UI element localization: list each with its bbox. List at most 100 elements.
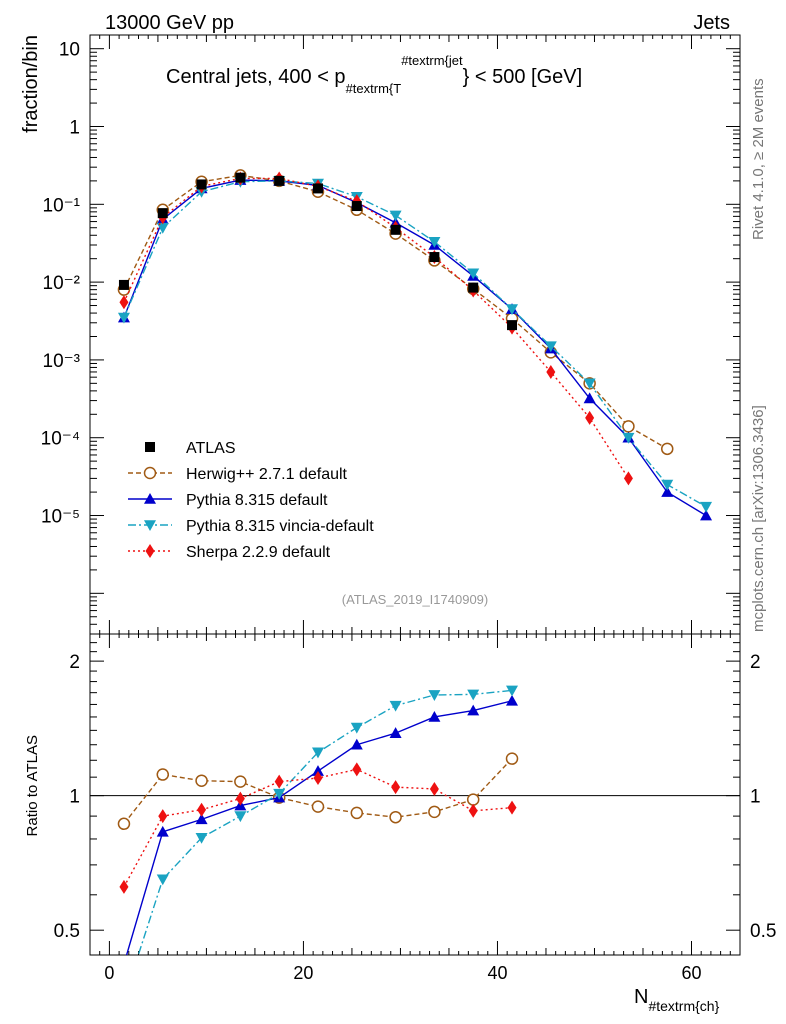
- legend-label-atlas: ATLAS: [186, 440, 236, 457]
- y-tick-label-top: 10⁻⁵: [41, 507, 80, 528]
- y-axis-label-bottom: Ratio to ATLAS: [24, 735, 41, 836]
- point-atlas: [507, 320, 518, 331]
- y-tick-label-bottom: 1: [69, 787, 80, 808]
- ratio-point-herwig-2-7-1-default: [428, 805, 441, 819]
- y-tick-label-top: 10⁻⁴: [41, 429, 80, 450]
- point-pythia-8-315-vincia-default: [700, 501, 713, 513]
- point-pythia-8-315-vincia-default: [428, 236, 441, 248]
- ratio-point-sherpa-2-2-9-default: [507, 800, 517, 815]
- y-tick-label-bottom-right: 0.5: [750, 921, 776, 942]
- ratio-point-pythia-8-315-vincia-default: [389, 700, 402, 712]
- bottom-panel-data: [117, 685, 519, 1006]
- ratio-point-pythia-8-315-vincia-default: [311, 747, 324, 759]
- point-pythia-8-315-vincia-default: [117, 312, 130, 324]
- series-line-sherpa-2-2-9-default: [123, 177, 630, 479]
- rivet-label: Rivet 4.1.0, ≥ 2M events: [750, 78, 767, 240]
- y-tick-label-bottom-right: 1: [750, 787, 761, 808]
- point-pythia-8-315-vincia-default: [506, 304, 519, 316]
- legend-label-sherpa-2-2-9-default: Sherpa 2.2.9 default: [186, 544, 331, 561]
- point-atlas: [235, 172, 246, 183]
- ratio-line-sherpa-2-2-9-default: [123, 768, 513, 888]
- top-panel-data: [117, 169, 713, 521]
- ratio-point-pythia-8-315-default: [428, 710, 441, 722]
- legend-label-pythia-8-315-default: Pythia 8.315 default: [186, 492, 328, 509]
- bottom-panel-frame: [89, 633, 741, 956]
- point-herwig-2-7-1-default: [622, 420, 635, 433]
- y-tick-label-bottom-right: 2: [750, 652, 761, 673]
- ratio-point-herwig-2-7-1-default: [389, 810, 402, 824]
- point-pythia-8-315-vincia-default: [661, 479, 674, 491]
- point-sherpa-2-2-9-default: [623, 471, 633, 486]
- ratio-point-sherpa-2-2-9-default: [158, 809, 168, 824]
- x-axis-label-main: N: [634, 986, 648, 1008]
- analysis-id: (ATLAS_2019_I1740909): [342, 592, 488, 607]
- ratio-point-pythia-8-315-vincia-default: [273, 788, 286, 800]
- y-tick-label-bottom: 2: [69, 652, 80, 673]
- ratio-point-sherpa-2-2-9-default: [391, 780, 401, 795]
- ratio-point-herwig-2-7-1-default: [466, 793, 480, 806]
- point-pythia-8-315-vincia-default: [544, 341, 557, 353]
- series-line-pythia-8-315-default: [123, 179, 707, 517]
- series-line-pythia-8-315-vincia-default: [123, 180, 707, 508]
- point-atlas: [157, 208, 168, 219]
- ratio-point-pythia-8-315-vincia-default: [428, 690, 441, 701]
- point-pythia-8-315-default: [661, 486, 674, 497]
- point-pythia-8-315-default: [700, 509, 713, 521]
- ratio-point-pythia-8-315-default: [350, 738, 363, 750]
- series-line-herwig-2-7-1-default: [123, 174, 668, 450]
- legend-marker-pythia-8-315-vincia-default: [144, 520, 156, 531]
- header-left: 13000 GeV pp: [105, 12, 234, 34]
- ratio-point-sherpa-2-2-9-default: [429, 781, 439, 796]
- y-tick-label-top: 10: [59, 40, 80, 61]
- ratio-point-herwig-2-7-1-default: [350, 806, 364, 820]
- mcplots-label: mcplots.cern.ch [arXiv:1306.3436]: [750, 405, 767, 632]
- ratio-point-herwig-2-7-1-default: [505, 752, 519, 765]
- x-tick-label: 20: [293, 963, 313, 983]
- ratio-point-pythia-8-315-default: [311, 765, 324, 776]
- ratio-point-pythia-8-315-vincia-default: [506, 685, 519, 697]
- y-tick-label-top: 10⁻³: [43, 351, 81, 372]
- legend-marker-atlas: [145, 442, 155, 452]
- chart-title-end: } < 500 [GeV]: [463, 66, 583, 88]
- x-tick-label: 40: [487, 963, 507, 983]
- ratio-point-pythia-8-315-default: [506, 694, 519, 706]
- ratio-point-sherpa-2-2-9-default: [197, 802, 207, 817]
- ratio-point-pythia-8-315-vincia-default: [234, 811, 247, 823]
- point-pythia-8-315-vincia-default: [156, 222, 169, 234]
- ratio-point-sherpa-2-2-9-default: [352, 762, 362, 777]
- ratio-point-pythia-8-315-default: [156, 825, 169, 837]
- y-axis-label-top: fraction/bin: [20, 35, 42, 133]
- ratio-point-sherpa-2-2-9-default: [235, 791, 245, 806]
- ratio-point-herwig-2-7-1-default: [195, 774, 208, 787]
- ratio-point-sherpa-2-2-9-default: [119, 879, 129, 894]
- ratio-point-herwig-2-7-1-default: [117, 817, 131, 831]
- ratio-point-pythia-8-315-default: [389, 727, 402, 738]
- ratio-point-sherpa-2-2-9-default: [313, 771, 323, 786]
- point-pythia-8-315-vincia-default: [389, 210, 402, 222]
- legend-marker-pythia-8-315-default: [144, 493, 156, 504]
- point-atlas: [351, 201, 362, 212]
- chart-title-sub: #textrm{T: [346, 81, 402, 96]
- point-pythia-8-315-vincia-default: [583, 378, 596, 390]
- ratio-point-herwig-2-7-1-default: [156, 768, 170, 781]
- point-pythia-8-315-vincia-default: [467, 268, 480, 280]
- x-tick-label: 60: [681, 963, 701, 983]
- axis-ticks: 0 20 40 60 10 1 10⁻¹ 10⁻² 10⁻³ 10⁻⁴ 10⁻⁵ 2 2 1 1 0.5 0.5: [41, 35, 776, 983]
- ratio-point-pythia-8-315-default: [118, 958, 130, 969]
- ratio-point-pythia-8-315-vincia-default: [118, 995, 130, 1006]
- point-pythia-8-315-default: [583, 392, 596, 404]
- ratio-point-pythia-8-315-default: [195, 813, 208, 825]
- ratio-point-sherpa-2-2-9-default: [468, 803, 478, 818]
- ratio-point-herwig-2-7-1-default: [311, 800, 325, 813]
- legend-marker-herwig-2-7-1-default: [143, 466, 157, 480]
- legend: ATLAS Herwig++ 2.7.1 default Pythia 8.315 …: [128, 440, 374, 561]
- y-tick-label-top: 10⁻²: [43, 273, 81, 294]
- ratio-point-sherpa-2-2-9-default: [274, 774, 284, 789]
- ratio-line-pythia-8-315-default: [125, 700, 513, 955]
- chart-title-sup: #textrm{jet: [401, 53, 463, 68]
- ratio-point-pythia-8-315-default: [467, 704, 480, 716]
- point-atlas: [196, 179, 207, 190]
- legend-marker-sherpa-2-2-9-default: [145, 544, 155, 558]
- point-sherpa-2-2-9-default: [585, 410, 595, 425]
